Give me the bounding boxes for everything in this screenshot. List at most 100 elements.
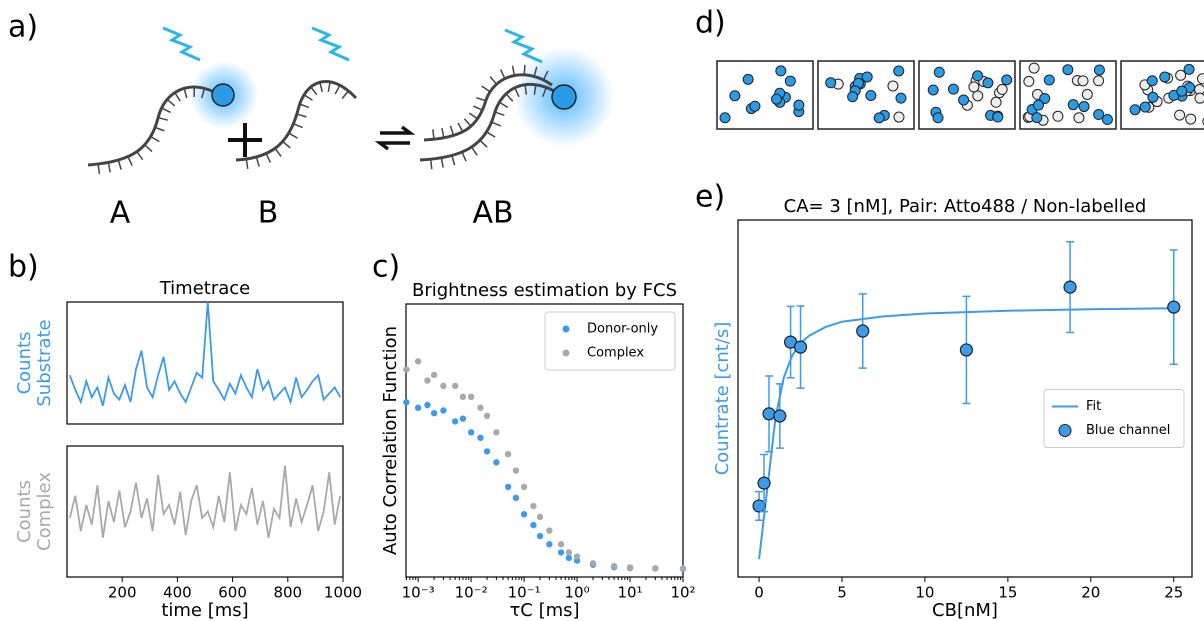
point <box>565 549 573 556</box>
x-tick-label: 10² <box>670 584 695 602</box>
x-tick-label: 5 <box>837 584 847 602</box>
molecule <box>972 70 984 82</box>
point <box>752 499 766 513</box>
species-label: B <box>258 196 279 231</box>
y-axis-label: Complex <box>34 472 55 551</box>
point <box>512 494 520 502</box>
trace <box>68 465 342 538</box>
point <box>512 467 520 474</box>
point <box>414 358 422 365</box>
trace <box>68 301 341 406</box>
base <box>486 131 496 138</box>
point <box>467 393 475 401</box>
molecule <box>1129 104 1141 116</box>
molecule <box>1067 99 1079 111</box>
legend-box <box>544 311 676 371</box>
point <box>451 382 459 390</box>
point <box>1167 300 1181 314</box>
base <box>463 118 472 127</box>
molecule <box>1159 71 1171 83</box>
point <box>530 521 537 529</box>
molecule <box>947 83 959 95</box>
base <box>491 121 502 127</box>
x-tick-label: 10 <box>915 584 934 602</box>
diagram: A B AB <box>87 26 614 231</box>
base <box>161 107 171 114</box>
base <box>296 113 307 118</box>
base <box>481 85 491 93</box>
molecule <box>1093 75 1105 87</box>
point <box>762 407 776 421</box>
molecule <box>1078 101 1090 113</box>
point <box>557 549 565 556</box>
molecule <box>990 96 1002 108</box>
point <box>610 562 618 570</box>
base <box>117 159 122 170</box>
molecule <box>1028 62 1040 74</box>
molecule <box>1176 85 1188 97</box>
base <box>265 153 272 163</box>
molecule <box>1101 114 1113 126</box>
fit-line <box>758 307 1174 560</box>
point <box>793 340 808 354</box>
base <box>441 127 445 138</box>
base <box>97 163 101 175</box>
point <box>451 418 459 425</box>
molecule <box>893 65 905 77</box>
molecule <box>847 91 859 103</box>
molecule <box>793 99 805 111</box>
panel-label: b) <box>8 250 39 285</box>
molecule <box>784 75 796 87</box>
point <box>483 448 491 455</box>
point <box>459 393 467 401</box>
base <box>157 116 168 121</box>
molecule <box>893 111 905 123</box>
molecule <box>933 66 945 78</box>
x-tick-label: 0 <box>754 584 764 602</box>
legend-label: Blue channel <box>1086 423 1170 438</box>
light <box>162 26 201 62</box>
molecule <box>1081 88 1093 100</box>
point <box>565 554 573 562</box>
molecule <box>1183 63 1195 75</box>
molecule <box>1185 113 1197 125</box>
molecule <box>958 94 970 106</box>
legend-label: Complex <box>587 346 644 361</box>
point <box>546 541 553 548</box>
molecule <box>1175 69 1187 81</box>
plot-frame <box>737 219 1193 578</box>
molecule <box>1174 109 1186 121</box>
legend-label: Donor-only <box>587 322 658 337</box>
base <box>174 92 181 102</box>
x-tick-label: 20 <box>1081 584 1100 602</box>
point <box>536 513 544 521</box>
chart-title: CA= 3 [nM], Pair: Atto488 / Non-labelled <box>784 196 1147 217</box>
box <box>1120 60 1204 130</box>
box <box>817 60 915 130</box>
chart-title: Timetrace <box>159 278 251 299</box>
molecule <box>771 93 783 105</box>
equilibrium-arrows <box>374 125 416 151</box>
base <box>299 103 310 109</box>
x-tick-label: 1000 <box>324 584 362 602</box>
concentration-boxes <box>716 60 1204 130</box>
point <box>430 410 438 417</box>
molecule <box>1039 92 1051 104</box>
strand <box>235 79 358 162</box>
molecule <box>1062 64 1074 76</box>
base <box>494 111 505 116</box>
point <box>430 371 438 379</box>
base <box>461 151 467 162</box>
molecule <box>1031 112 1043 124</box>
base <box>429 159 433 170</box>
base <box>472 105 483 111</box>
point <box>504 450 512 458</box>
x-tick-label: 10⁻³ <box>402 584 435 602</box>
point <box>679 565 687 572</box>
box <box>716 60 814 130</box>
point <box>959 343 974 357</box>
base <box>533 84 537 95</box>
base <box>542 87 547 98</box>
base <box>166 98 176 107</box>
base <box>334 84 341 95</box>
